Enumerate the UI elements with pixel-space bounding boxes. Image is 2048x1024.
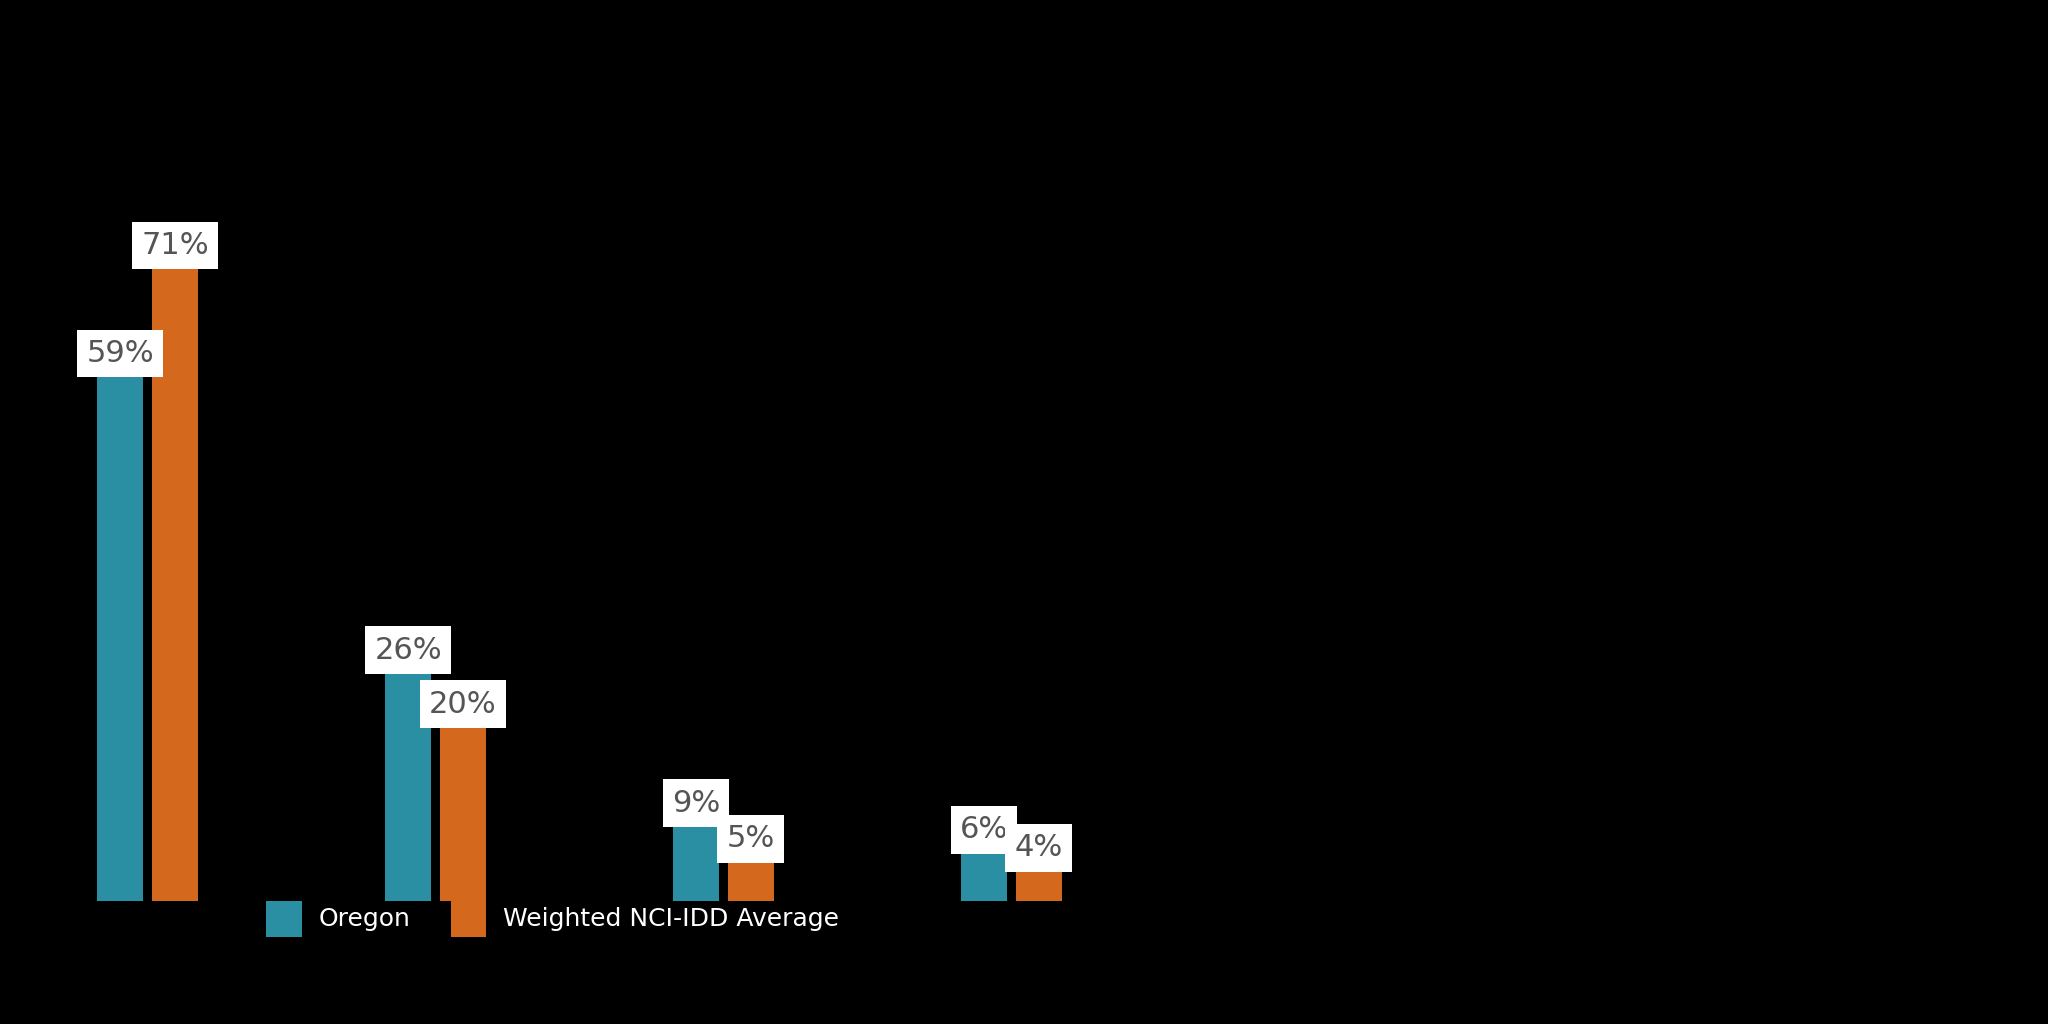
Text: 9%: 9%: [672, 788, 721, 817]
Text: 20%: 20%: [430, 689, 498, 719]
Bar: [385, 668, 432, 901]
Text: 71%: 71%: [141, 231, 209, 260]
Bar: [98, 371, 143, 901]
Text: 4%: 4%: [1014, 834, 1063, 862]
Text: 5%: 5%: [727, 824, 774, 853]
Text: 26%: 26%: [375, 636, 442, 665]
Bar: [727, 856, 774, 901]
Bar: [152, 263, 199, 901]
Text: 59%: 59%: [86, 339, 154, 368]
Text: Oregon: Oregon: [319, 907, 410, 931]
Text: 6%: 6%: [961, 815, 1008, 845]
Bar: [674, 820, 719, 901]
Bar: [1016, 865, 1061, 901]
Bar: [961, 847, 1008, 901]
Bar: [440, 721, 485, 901]
Text: Weighted NCI-IDD Average: Weighted NCI-IDD Average: [504, 907, 840, 931]
